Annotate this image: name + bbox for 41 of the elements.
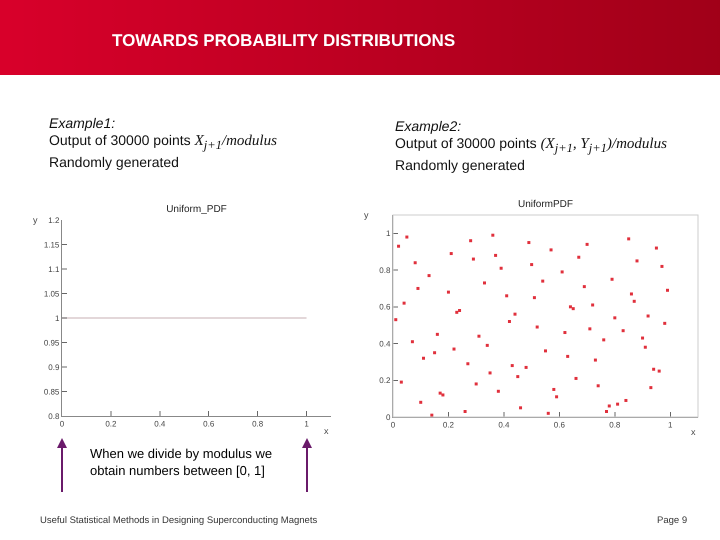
text: Example2: — [395, 118, 462, 135]
text: TOWARDS PROBABILITY DISTRIBUTIONS — [112, 31, 456, 51]
text: Output of 30000 points (X$_{j+1}$, Y$_{j+1}$)/modulus — [395, 135, 667, 157]
y-tick-label: 0.85 — [44, 387, 60, 396]
x-axis-title: x — [691, 427, 696, 437]
y-tick-label: 0.8 — [48, 412, 60, 421]
text: Useful Statistical Methods in Designing Superconducting Magnets — [40, 515, 318, 526]
chart-title: Uniform_PDF — [166, 204, 227, 215]
chart-title: UniformPDF — [518, 199, 574, 210]
y-tick-label: 1.2 — [48, 216, 60, 225]
y-tick-label: 0.9 — [48, 362, 60, 372]
y-tick-label: 1.05 — [44, 289, 60, 298]
y-tick-label: 1.1 — [48, 264, 60, 274]
x-tick-label: 0.8 — [252, 420, 264, 429]
y-tick-label: 0.95 — [44, 338, 60, 348]
y-tick-label: 0.6 — [379, 302, 391, 312]
text: Example1: — [49, 115, 116, 132]
x-tick-label: 0.4 — [154, 420, 166, 429]
y-tick-label: 1 — [54, 314, 60, 323]
x-tick-label: 0.6 — [203, 420, 215, 429]
x-tick-label: 0.4 — [498, 420, 510, 430]
text: When we divide by modulus we obtain numbers between [0, 1] — [90, 445, 274, 479]
text: Randomly generated — [395, 157, 526, 174]
y-tick-label: 0.8 — [379, 266, 391, 275]
text: Page 9 — [657, 515, 688, 526]
x-tick-label: 0.6 — [554, 420, 566, 430]
text: Output of 30000 points X$_{j+1}$/modulus — [49, 132, 277, 154]
y-tick-label: 0 — [386, 412, 391, 422]
x-tick-label: 0.2 — [105, 420, 118, 429]
y-axis-title: y — [33, 215, 38, 225]
text: Randomly generated — [49, 154, 180, 171]
x-tick-label: 1 — [668, 420, 674, 430]
y-tick-label: 0.2 — [379, 376, 391, 386]
x-tick-label: 0.8 — [609, 420, 621, 430]
y-axis-title: y — [364, 210, 369, 220]
y-tick-label: 1.15 — [44, 240, 60, 250]
y-tick-label: 1 — [386, 229, 391, 238]
y-tick-label: 0.4 — [379, 339, 391, 348]
x-axis-title: x — [324, 426, 329, 436]
x-tick-label: 0.2 — [442, 420, 455, 430]
x-tick-label: 1 — [304, 420, 310, 429]
